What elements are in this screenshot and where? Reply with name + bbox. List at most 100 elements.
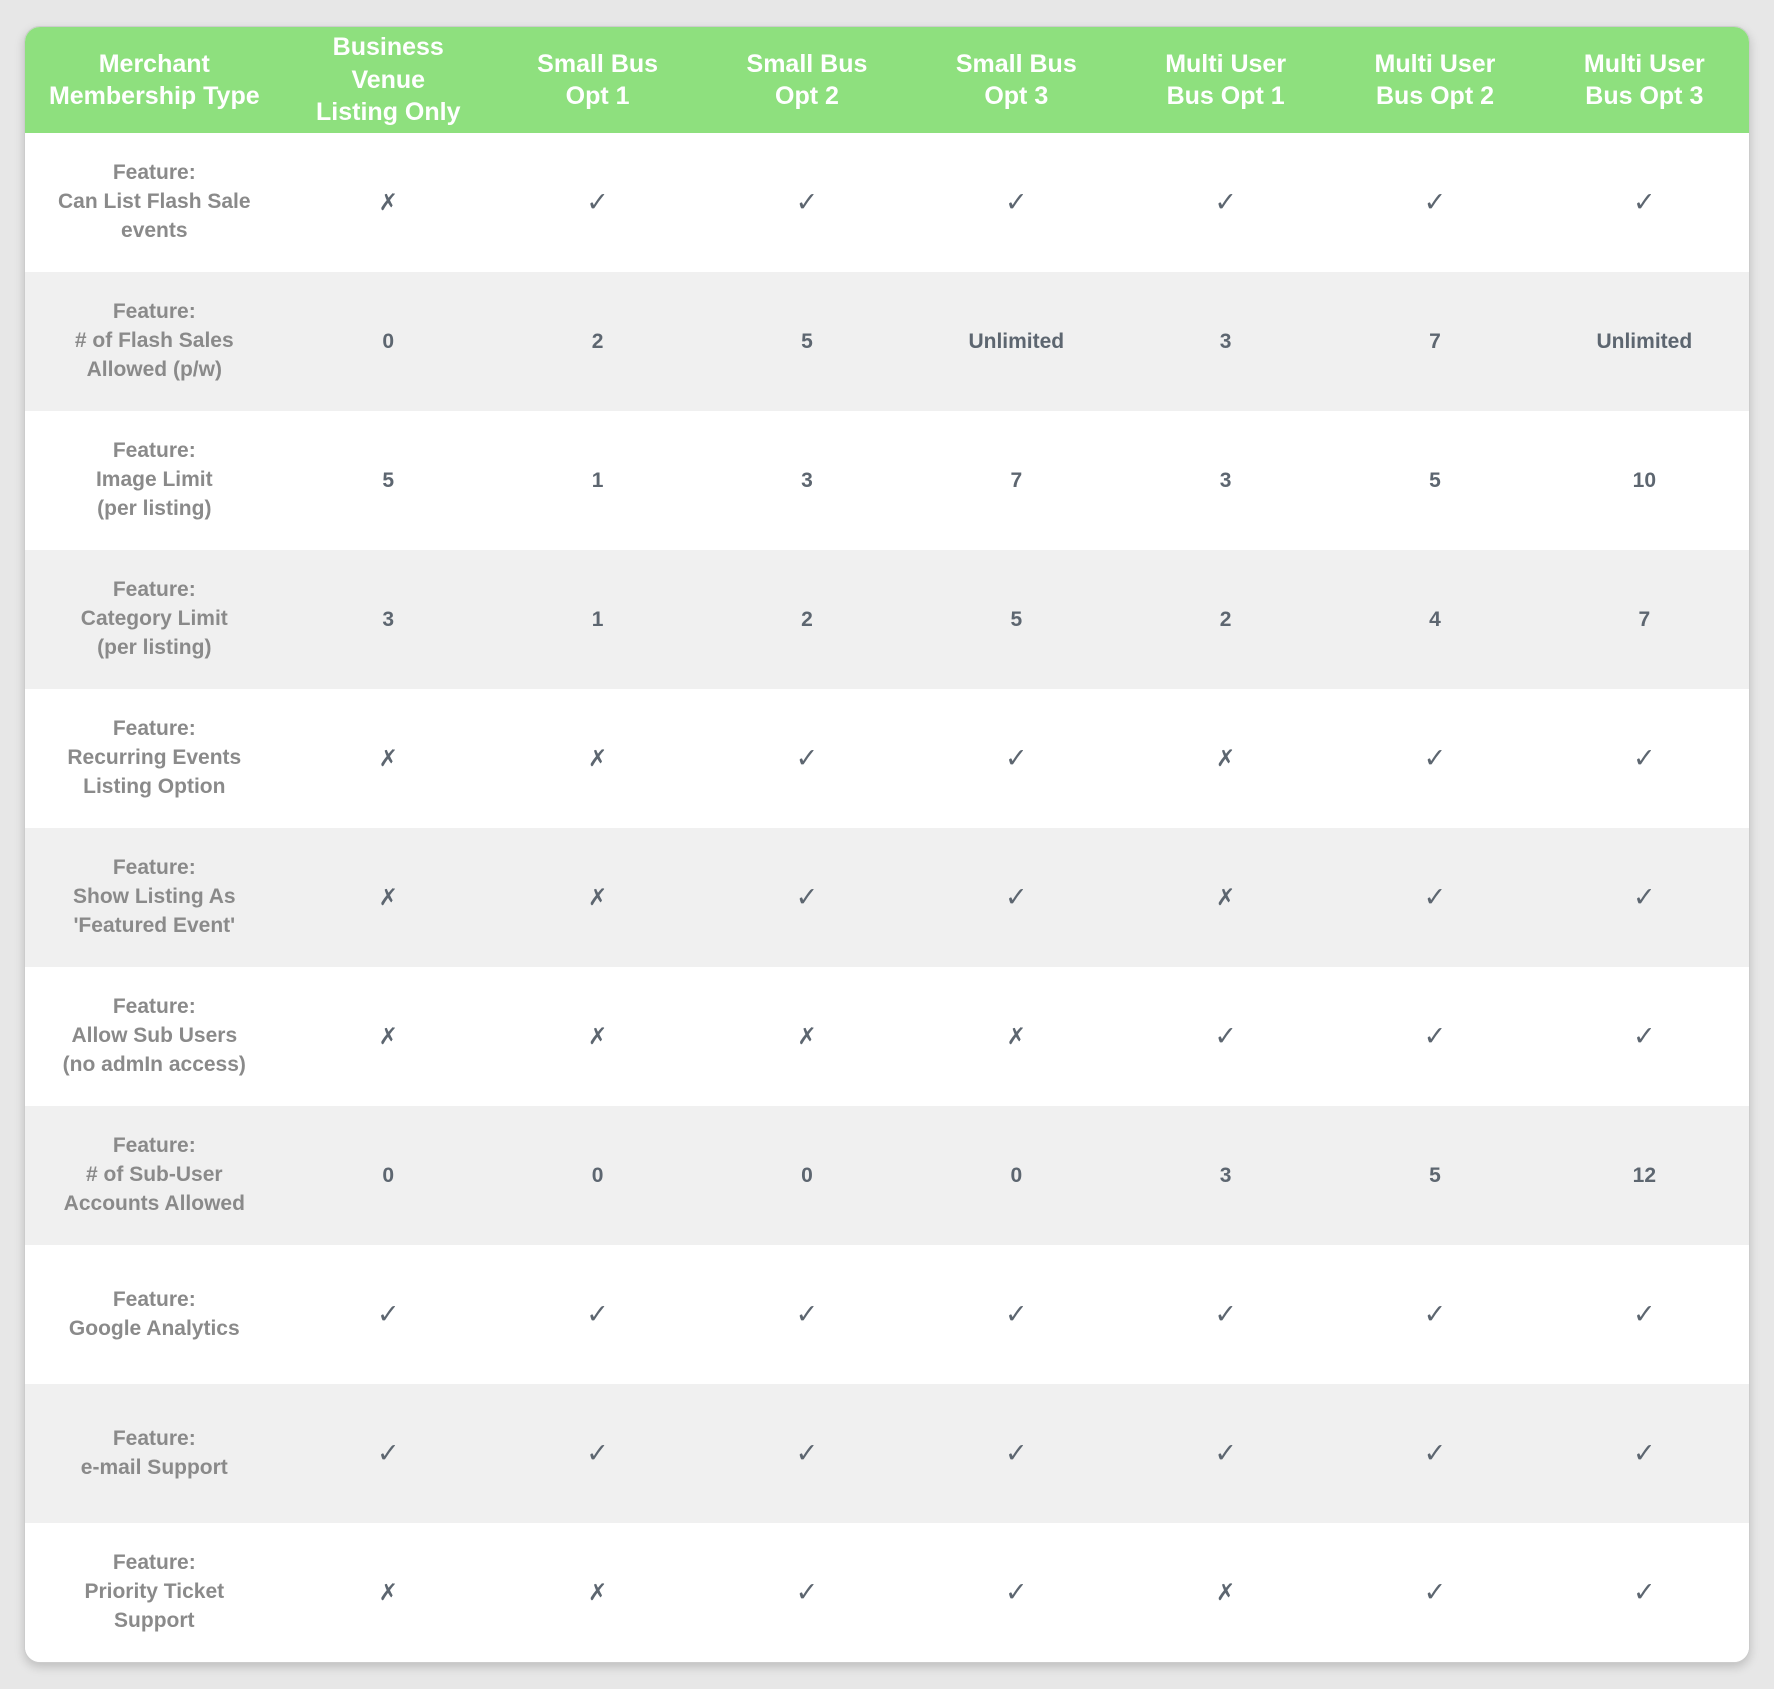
check-icon: ✓ bbox=[586, 187, 609, 217]
feature-label-cell: Feature: Recurring Events Listing Option bbox=[67, 717, 242, 798]
check-icon: ✓ bbox=[1423, 1577, 1447, 1607]
check-icon: ✓ bbox=[795, 1577, 819, 1607]
check-icon: ✓ bbox=[1004, 187, 1028, 217]
value-cell: ✗ bbox=[284, 828, 493, 967]
check-icon: ✓ bbox=[1633, 1438, 1656, 1468]
check-icon: ✓ bbox=[1423, 743, 1447, 773]
x-icon: ✗ bbox=[378, 1023, 398, 1049]
value-cell: ✓ bbox=[912, 1245, 1121, 1384]
value-cell: 5 bbox=[1429, 1163, 1441, 1187]
value-cell: ✓ bbox=[493, 1384, 702, 1523]
x-icon: ✗ bbox=[378, 884, 398, 910]
x-icon: ✗ bbox=[587, 745, 608, 771]
x-icon: ✗ bbox=[797, 1023, 817, 1049]
feature-label-cell: Feature: Allow Sub Users (no admIn acces… bbox=[62, 995, 246, 1076]
table-row-of-flash-sales-allowed-p-w: Feature: # of Flash Sales Allowed (p/w) 0… bbox=[25, 272, 1749, 411]
check-icon: ✓ bbox=[1004, 1577, 1028, 1607]
check-icon: ✓ bbox=[1423, 187, 1447, 217]
value-cell: ✗ bbox=[1121, 689, 1330, 828]
table-row-google-analytics: Feature: Google Analytics ✓ ✓ ✓ ✓ ✓ ✓ ✓ bbox=[25, 1245, 1749, 1384]
check-icon: ✓ bbox=[1633, 1021, 1656, 1051]
value-cell: ✓ bbox=[912, 1384, 1121, 1523]
x-icon: ✗ bbox=[1216, 884, 1236, 910]
check-icon: ✓ bbox=[1633, 743, 1656, 773]
check-icon: ✓ bbox=[1423, 1438, 1447, 1468]
value-cell: 2 bbox=[1219, 607, 1232, 631]
check-icon: ✓ bbox=[376, 1299, 400, 1329]
check-icon: ✓ bbox=[1633, 1299, 1656, 1329]
value-cell: Unlimited bbox=[1596, 329, 1693, 353]
check-icon: ✓ bbox=[1423, 1021, 1447, 1051]
value-cell: 1 bbox=[591, 468, 604, 492]
value-cell: ✓ bbox=[1330, 828, 1539, 967]
check-icon: ✓ bbox=[1004, 1299, 1028, 1329]
value-cell: 12 bbox=[1632, 1163, 1656, 1187]
feature-label-cell: Feature: Category Limit (per listing) bbox=[80, 578, 228, 659]
value-cell: 3 bbox=[1219, 329, 1232, 353]
check-icon: ✓ bbox=[376, 1438, 400, 1468]
check-icon: ✓ bbox=[1004, 743, 1028, 773]
check-icon: ✓ bbox=[795, 187, 819, 217]
check-icon: ✓ bbox=[1214, 1021, 1237, 1051]
column-header-merchant-membership-type: Merchant Membership Type bbox=[25, 27, 284, 133]
value-cell: 7 bbox=[1429, 329, 1441, 353]
value-cell: ✓ bbox=[1330, 1523, 1539, 1662]
value-cell: 3 bbox=[801, 468, 813, 492]
value-cell: 2 bbox=[591, 329, 604, 353]
header-row: Merchant Membership Type Business Venue L… bbox=[25, 27, 1749, 133]
value-cell: ✓ bbox=[912, 689, 1121, 828]
value-cell: ✗ bbox=[1121, 1523, 1330, 1662]
value-cell: ✓ bbox=[1330, 967, 1539, 1106]
column-header-multi-user-bus-opt-2: Multi User Bus Opt 2 bbox=[1330, 27, 1540, 133]
table-row-e-mail-support: Feature: e-mail Support ✓ ✓ ✓ ✓ ✓ ✓ ✓ bbox=[25, 1384, 1749, 1523]
value-cell: ✓ bbox=[1121, 967, 1330, 1106]
column-header-small-bus-opt-1: Small Bus Opt 1 bbox=[492, 27, 703, 133]
column-header-multi-user-bus-opt-1: Multi User Bus Opt 1 bbox=[1120, 27, 1331, 133]
value-cell: 7 bbox=[1638, 607, 1651, 631]
feature-label-cell: Feature: Google Analytics bbox=[68, 1287, 240, 1340]
value-cell: ✗ bbox=[493, 1523, 702, 1662]
check-icon: ✓ bbox=[1004, 882, 1028, 912]
check-icon: ✓ bbox=[1633, 187, 1656, 217]
value-cell: ✓ bbox=[1330, 133, 1539, 272]
table-row-of-sub-user-accounts-allowed: Feature: # of Sub-User Accounts Allowed 0… bbox=[25, 1106, 1749, 1245]
value-cell: 0 bbox=[382, 1163, 395, 1187]
value-cell: ✓ bbox=[1540, 967, 1749, 1106]
value-cell: ✓ bbox=[493, 1245, 702, 1384]
value-cell: ✓ bbox=[493, 133, 702, 272]
x-icon: ✗ bbox=[378, 1579, 398, 1605]
feature-label-cell: Feature: Show Listing As 'Featured Event… bbox=[73, 856, 236, 937]
value-cell: ✓ bbox=[1540, 1384, 1749, 1523]
feature-label-cell: Feature: Image Limit (per listing) bbox=[95, 439, 213, 520]
check-icon: ✓ bbox=[586, 1299, 609, 1329]
value-cell: 2 bbox=[801, 607, 813, 631]
value-cell: 5 bbox=[1010, 607, 1023, 631]
column-header-business-venue-listing-only: Business Venue Listing Only bbox=[283, 27, 493, 133]
check-icon: ✓ bbox=[586, 1438, 609, 1468]
value-cell: ✓ bbox=[1540, 1245, 1749, 1384]
value-cell: ✗ bbox=[284, 967, 493, 1106]
value-cell: 7 bbox=[1010, 468, 1023, 492]
check-icon: ✓ bbox=[795, 1438, 819, 1468]
value-cell: 5 bbox=[801, 329, 813, 353]
value-cell: 10 bbox=[1632, 468, 1656, 492]
value-cell: ✓ bbox=[1121, 1384, 1330, 1523]
check-icon: ✓ bbox=[1214, 1438, 1237, 1468]
table-row-show-listing-as-featured-event: Feature: Show Listing As 'Featured Event… bbox=[25, 828, 1749, 967]
membership-comparison-card: Merchant Membership Type Business Venue L… bbox=[24, 26, 1750, 1663]
check-icon: ✓ bbox=[1633, 1577, 1656, 1607]
value-cell: 5 bbox=[1429, 468, 1441, 492]
value-cell: ✓ bbox=[702, 1523, 911, 1662]
value-cell: ✗ bbox=[284, 133, 493, 272]
value-cell: ✓ bbox=[1330, 1245, 1539, 1384]
value-cell: 3 bbox=[382, 607, 395, 631]
x-icon: ✗ bbox=[378, 745, 398, 771]
feature-label-cell: Feature: Priority Ticket Support bbox=[84, 1551, 225, 1632]
value-cell: ✓ bbox=[702, 689, 911, 828]
x-icon: ✗ bbox=[1216, 745, 1236, 771]
check-icon: ✓ bbox=[1214, 1299, 1237, 1329]
check-icon: ✓ bbox=[1633, 882, 1656, 912]
value-cell: ✓ bbox=[702, 1245, 911, 1384]
value-cell: ✓ bbox=[1540, 689, 1749, 828]
